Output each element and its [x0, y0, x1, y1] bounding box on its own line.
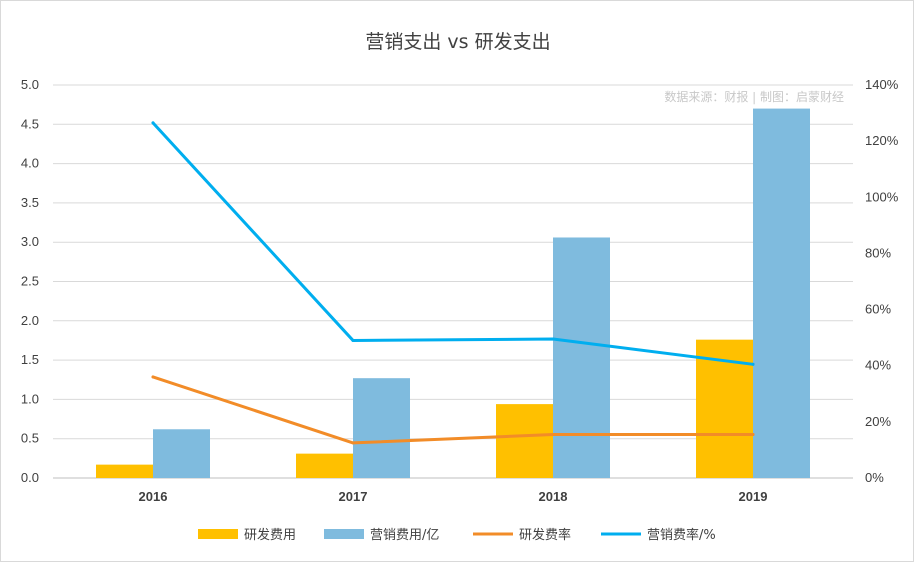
y-tick-right: 40% — [865, 358, 891, 373]
y-tick-left: 3.5 — [21, 195, 39, 210]
line-series — [151, 121, 755, 445]
y-axis-left: 0.0 0.5 1.0 1.5 2.0 2.5 3.0 3.5 4.0 4.5 5.0 — [21, 77, 39, 485]
line-point — [551, 337, 555, 341]
series-line — [151, 121, 755, 366]
bar — [153, 429, 210, 478]
y-tick-left: 4.5 — [21, 116, 39, 131]
line-point — [751, 432, 755, 436]
x-tick: 2017 — [339, 489, 368, 504]
y-tick-left: 2.0 — [21, 313, 39, 328]
y-tick-left: 2.5 — [21, 274, 39, 289]
y-tick-left: 0.0 — [21, 470, 39, 485]
legend-swatch — [198, 529, 238, 539]
line-point — [351, 338, 355, 342]
line-point — [551, 432, 555, 436]
bar — [353, 378, 410, 478]
legend-label: 研发费用 — [244, 527, 296, 543]
legend-label: 营销费用/亿 — [370, 528, 439, 543]
legend-label: 研发费率 — [519, 527, 571, 543]
x-tick: 2018 — [539, 489, 568, 504]
y-tick-left: 1.0 — [21, 391, 39, 406]
x-tick: 2019 — [739, 489, 768, 504]
legend-label: 营销费率/% — [647, 527, 716, 543]
series-line — [151, 375, 755, 445]
chart-title: 营销支出 vs 研发支出 — [365, 31, 550, 53]
y-tick-left: 5.0 — [21, 77, 39, 92]
bar — [553, 237, 610, 478]
y-tick-right: 60% — [865, 302, 891, 317]
x-axis: 2016 2017 2018 2019 — [139, 489, 768, 504]
watermark-text: 数据来源：财报 | 制图：启蒙财经 — [664, 89, 844, 104]
bar — [296, 453, 353, 478]
y-tick-left: 0.5 — [21, 431, 39, 446]
y-tick-right: 120% — [865, 133, 899, 148]
legend-swatch — [324, 529, 364, 539]
bar — [496, 404, 553, 478]
y-tick-left: 3.0 — [21, 234, 39, 249]
y-tick-right: 140% — [865, 77, 899, 92]
y-axis-right: 0% 20% 40% 60% 80% 100% 120% 140% — [865, 77, 899, 485]
line-point — [351, 441, 355, 445]
y-tick-right: 0% — [865, 470, 884, 485]
bar-series — [96, 108, 810, 478]
y-tick-right: 80% — [865, 245, 891, 260]
line-point — [751, 362, 755, 366]
y-tick-right: 20% — [865, 414, 891, 429]
line-point — [151, 375, 155, 379]
y-tick-left: 4.0 — [21, 156, 39, 171]
y-tick-left: 1.5 — [21, 352, 39, 367]
x-tick: 2016 — [139, 489, 168, 504]
bar — [753, 108, 810, 478]
line-point — [151, 121, 155, 125]
bar — [96, 464, 153, 478]
y-tick-right: 100% — [865, 189, 899, 204]
legend: 研发费用 营销费用/亿 研发费率 营销费率/% — [198, 527, 716, 543]
